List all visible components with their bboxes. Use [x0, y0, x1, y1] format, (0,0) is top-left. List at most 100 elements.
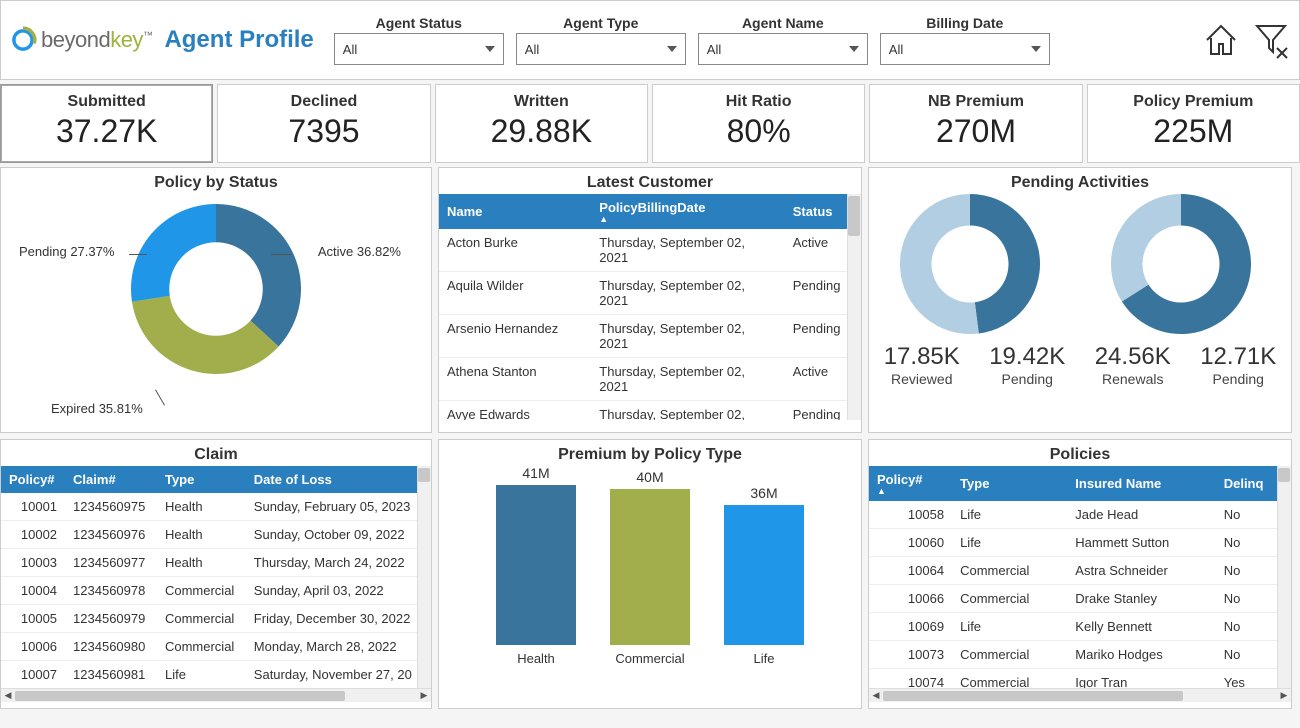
- table-cell: Health: [157, 493, 246, 521]
- table-cell: 1234560979: [65, 605, 157, 633]
- kpi-value: 37.27K: [5, 113, 208, 150]
- kpi-card[interactable]: Policy Premium 225M: [1087, 84, 1300, 163]
- filter-select[interactable]: All: [880, 33, 1050, 65]
- table-row[interactable]: 100031234560977HealthThursday, March 24,…: [1, 549, 431, 577]
- table-row[interactable]: 10060LifeHammett SuttonNo: [869, 529, 1291, 557]
- metric-label: Renewals: [1095, 371, 1171, 387]
- table-cell: 10004: [1, 577, 65, 605]
- table-row[interactable]: 10066CommercialDrake StanleyNo: [869, 585, 1291, 613]
- activity-metric: 19.42K Pending: [989, 343, 1065, 387]
- column-header[interactable]: Policy#: [1, 466, 65, 493]
- bar[interactable]: 41M Health: [491, 465, 581, 666]
- table-cell: Health: [157, 521, 246, 549]
- column-header[interactable]: Insured Name: [1067, 466, 1215, 501]
- home-icon[interactable]: [1201, 20, 1241, 60]
- activity-metric: 12.71K Pending: [1200, 343, 1276, 387]
- table-cell: 10064: [869, 557, 952, 585]
- table-cell: Saturday, November 27, 20: [246, 661, 431, 689]
- table-row[interactable]: Arsenio HernandezThursday, September 02,…: [439, 315, 861, 358]
- table-row[interactable]: Aquila WilderThursday, September 02,2021…: [439, 272, 861, 315]
- filter-select[interactable]: All: [698, 33, 868, 65]
- table-cell: 1234560977: [65, 549, 157, 577]
- latest-customer-table: NamePolicyBillingDate▲StatusActon BurkeT…: [439, 194, 861, 420]
- bar[interactable]: 40M Commercial: [605, 469, 695, 666]
- bar[interactable]: 36M Life: [719, 485, 809, 666]
- filter-select[interactable]: All: [516, 33, 686, 65]
- metric-label: Pending: [989, 371, 1065, 387]
- panel-title: Policies: [869, 440, 1291, 466]
- kpi-value: 225M: [1092, 113, 1295, 150]
- table-cell: 10060: [869, 529, 952, 557]
- scroll-right-icon[interactable]: ▶: [1277, 689, 1291, 703]
- vertical-scrollbar[interactable]: [417, 466, 431, 702]
- activities-metrics: 17.85K Reviewed 19.42K Pending 24.56K Re…: [869, 343, 1291, 387]
- metric-value: 19.42K: [989, 343, 1065, 371]
- column-header[interactable]: Claim#: [65, 466, 157, 493]
- bar-value: 40M: [636, 469, 663, 485]
- filter-select[interactable]: All: [334, 33, 504, 65]
- table-cell: Commercial: [157, 577, 246, 605]
- column-header[interactable]: Type: [157, 466, 246, 493]
- table-row[interactable]: 100011234560975HealthSunday, February 05…: [1, 493, 431, 521]
- table-row[interactable]: Avye EdwardsThursday, September 02,2021P…: [439, 401, 861, 421]
- vertical-scrollbar[interactable]: [847, 194, 861, 420]
- table-cell: Sunday, February 05, 2023: [246, 493, 431, 521]
- scroll-left-icon[interactable]: ◀: [1, 689, 15, 703]
- chevron-down-icon: [485, 46, 495, 52]
- scroll-right-icon[interactable]: ▶: [417, 689, 431, 703]
- table-row[interactable]: 100041234560978CommercialSunday, April 0…: [1, 577, 431, 605]
- table-cell: 10003: [1, 549, 65, 577]
- table-row[interactable]: Athena StantonThursday, September 02,202…: [439, 358, 861, 401]
- filter-label: Agent Status: [334, 15, 504, 31]
- table-row[interactable]: 10073CommercialMariko HodgesNo: [869, 641, 1291, 669]
- table-row[interactable]: Acton BurkeThursday, September 02,2021Ac…: [439, 229, 861, 272]
- column-header[interactable]: Type: [952, 466, 1067, 501]
- column-header[interactable]: PolicyBillingDate▲: [591, 194, 784, 229]
- kpi-card[interactable]: Submitted 37.27K: [0, 84, 213, 163]
- page-title: Agent Profile: [164, 26, 313, 54]
- filter-label: Agent Name: [698, 15, 868, 31]
- metric-label: Pending: [1200, 371, 1276, 387]
- table-cell: Thursday, March 24, 2022: [246, 549, 431, 577]
- column-header[interactable]: Name: [439, 194, 591, 229]
- filter-value: All: [343, 42, 357, 57]
- table-cell: 10069: [869, 613, 952, 641]
- table-cell: Life: [952, 501, 1067, 529]
- kpi-card[interactable]: Written 29.88K: [435, 84, 648, 163]
- table-cell: Life: [157, 661, 246, 689]
- table-cell: 10073: [869, 641, 952, 669]
- table-cell: 10058: [869, 501, 952, 529]
- table-row[interactable]: 100061234560980CommercialMonday, March 2…: [1, 633, 431, 661]
- clear-filter-icon[interactable]: [1251, 20, 1291, 60]
- activities-donuts: [869, 194, 1291, 337]
- vertical-scrollbar[interactable]: [1277, 466, 1291, 702]
- table-row[interactable]: 100021234560976HealthSunday, October 09,…: [1, 521, 431, 549]
- table-row[interactable]: 100051234560979CommercialFriday, Decembe…: [1, 605, 431, 633]
- bar-rect: [610, 489, 690, 645]
- table-row[interactable]: 10058LifeJade HeadNo: [869, 501, 1291, 529]
- table-cell: Commercial: [952, 641, 1067, 669]
- kpi-row: Submitted 37.27K Declined 7395 Written 2…: [0, 84, 1300, 163]
- table-cell: 10007: [1, 661, 65, 689]
- filter-label: Billing Date: [880, 15, 1050, 31]
- slice-label-active: Active 36.82%: [318, 244, 401, 259]
- kpi-card[interactable]: Hit Ratio 80%: [652, 84, 865, 163]
- kpi-card[interactable]: NB Premium 270M: [869, 84, 1082, 163]
- horizontal-scrollbar[interactable]: ◀▶: [869, 688, 1291, 702]
- table: Policy#▲TypeInsured NameDelinq10058LifeJ…: [869, 466, 1291, 702]
- column-header[interactable]: Date of Loss: [246, 466, 431, 493]
- table-row[interactable]: 100071234560981LifeSaturday, November 27…: [1, 661, 431, 689]
- chevron-down-icon: [1031, 46, 1041, 52]
- activity-metric: 24.56K Renewals: [1095, 343, 1171, 387]
- kpi-card[interactable]: Declined 7395: [217, 84, 430, 163]
- kpi-label: Declined: [222, 93, 425, 111]
- horizontal-scrollbar[interactable]: ◀▶: [1, 688, 431, 702]
- table-row[interactable]: 10064CommercialAstra SchneiderNo: [869, 557, 1291, 585]
- metric-label: Reviewed: [884, 371, 960, 387]
- policy-status-donut: Active 36.82% Expired 35.81% Pending 27.…: [1, 204, 431, 434]
- scroll-left-icon[interactable]: ◀: [869, 689, 883, 703]
- bar-label: Commercial: [615, 651, 684, 666]
- table-row[interactable]: 10069LifeKelly BennettNo: [869, 613, 1291, 641]
- column-header[interactable]: Policy#▲: [869, 466, 952, 501]
- table-cell: 1234560981: [65, 661, 157, 689]
